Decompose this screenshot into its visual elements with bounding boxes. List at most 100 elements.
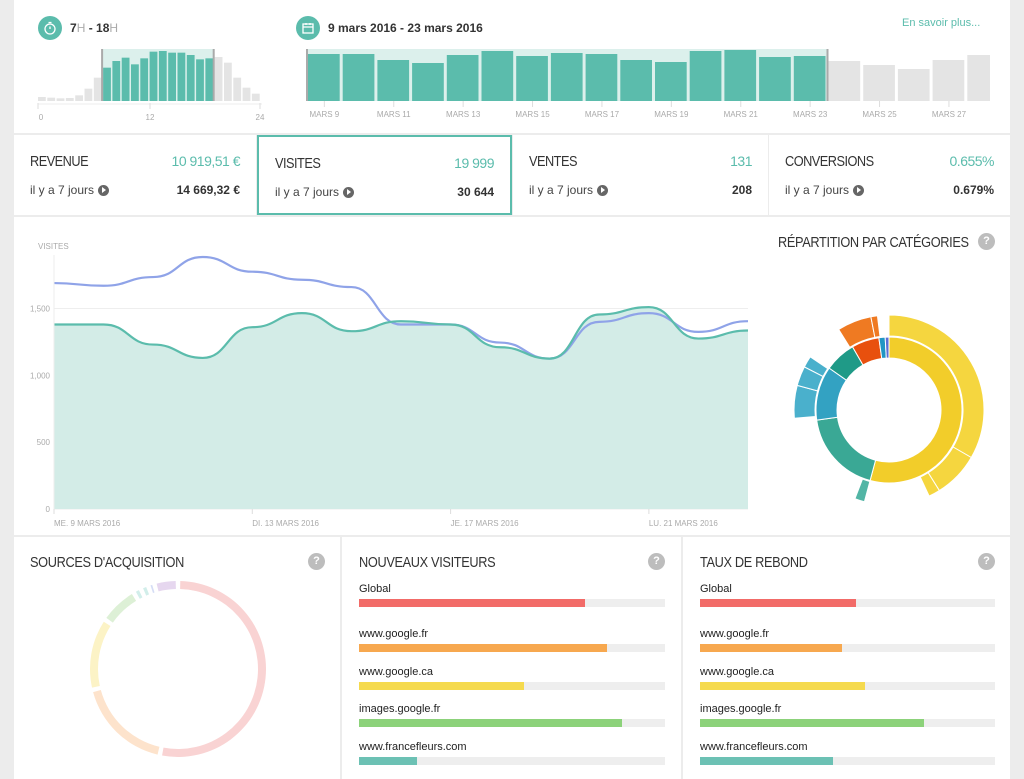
x-tick: JE. 17 MARS 2016 bbox=[451, 519, 520, 528]
source-bar-row[interactable]: www.google.ca bbox=[700, 666, 995, 690]
current-period-line[interactable] bbox=[54, 306, 749, 360]
bar-fill bbox=[359, 756, 418, 765]
kpi-card-ventes[interactable]: VENTES 131 il y a 7 jours 208 bbox=[513, 135, 768, 215]
day-bar bbox=[308, 54, 340, 101]
kpi-compare-link[interactable]: il y a 7 jours bbox=[529, 183, 609, 197]
kpi-card-visites[interactable]: VISITES 19 999 il y a 7 jours 30 644 bbox=[257, 135, 512, 215]
source-label: www.google.fr bbox=[700, 628, 770, 640]
day-bar bbox=[342, 54, 375, 101]
day-histogram[interactable]: MARS 9 MARS 11 MARS 13 MARS 15 MARS 17 MARS 1… bbox=[290, 45, 990, 125]
help-icon[interactable]: ? bbox=[648, 553, 665, 570]
bounce-rate-panel: TAUX DE REBOND ? Global www.google.fr www.… bbox=[683, 537, 1010, 779]
source-segment[interactable] bbox=[156, 581, 176, 592]
sunburst-inner-segment[interactable] bbox=[869, 336, 963, 484]
help-icon[interactable]: ? bbox=[978, 233, 995, 250]
day-tick: MARS 21 bbox=[724, 110, 759, 119]
day-bar bbox=[828, 61, 861, 101]
source-label: www.francefleurs.com bbox=[359, 740, 467, 753]
source-segment[interactable] bbox=[90, 621, 111, 688]
source-bar-row[interactable]: www.google.ca bbox=[359, 666, 665, 690]
play-icon bbox=[853, 184, 865, 196]
x-tick: LU. 21 MARS 2016 bbox=[649, 519, 718, 528]
bar-track bbox=[359, 599, 665, 607]
sunburst-outer-segment[interactable] bbox=[854, 478, 871, 503]
bar-track bbox=[359, 756, 665, 765]
kpi-card-revenue[interactable]: REVENUE 10 919,51 € il y a 7 jours 14 66… bbox=[14, 135, 256, 215]
day-bar bbox=[655, 62, 687, 101]
sunburst-inner-segment[interactable] bbox=[884, 336, 890, 359]
day-tick: MARS 15 bbox=[515, 110, 550, 119]
source-segment[interactable] bbox=[106, 594, 137, 623]
source-bar-row[interactable]: Global bbox=[700, 583, 995, 607]
source-segment[interactable] bbox=[150, 584, 155, 594]
play-icon bbox=[597, 184, 609, 196]
source-bar-row[interactable]: www.google.fr bbox=[700, 628, 995, 652]
kpi-card-conversions[interactable]: CONVERSIONS 0.655% il y a 7 jours 0.679% bbox=[769, 135, 1010, 215]
range-handle[interactable] bbox=[101, 49, 104, 101]
bar-track bbox=[700, 719, 995, 727]
bar-track bbox=[359, 719, 665, 727]
kpi-value: 19 999 bbox=[454, 155, 494, 171]
kpi-compare-link[interactable]: il y a 7 jours bbox=[30, 183, 110, 197]
visits-line-chart[interactable]: VISITES 0 500 1,000 1,500 ME. 9 MARS 2016 DI. … bbox=[20, 235, 760, 535]
source-bar-row[interactable]: Global bbox=[359, 583, 665, 607]
source-bar-row[interactable]: images.google.fr bbox=[359, 703, 665, 727]
hour-bar bbox=[158, 51, 167, 101]
bar-fill bbox=[359, 719, 623, 727]
source-segment[interactable] bbox=[143, 586, 150, 596]
hour-histogram[interactable]: 0 12 24 bbox=[34, 45, 269, 125]
day-tick: MARS 11 bbox=[377, 110, 411, 119]
day-bar bbox=[620, 60, 652, 101]
bar-track bbox=[700, 681, 995, 690]
bar-track bbox=[359, 644, 665, 652]
help-icon[interactable]: ? bbox=[308, 553, 325, 570]
source-bar-row[interactable]: www.google.fr bbox=[359, 628, 665, 652]
hour-bar bbox=[103, 67, 111, 101]
source-label: www.francefleurs.com bbox=[700, 740, 808, 753]
day-bar bbox=[793, 56, 826, 101]
range-handle[interactable] bbox=[306, 49, 308, 101]
source-bar-row[interactable]: www.francefleurs.com bbox=[700, 741, 995, 765]
source-segment[interactable] bbox=[93, 690, 160, 755]
previous-period-line[interactable] bbox=[53, 255, 749, 360]
sunburst-outer-segment[interactable] bbox=[919, 472, 941, 497]
new-visitors-title: NOUVEAUX VISITEURS bbox=[359, 554, 496, 571]
bar-fill bbox=[700, 719, 925, 727]
range-handle[interactable] bbox=[826, 49, 829, 101]
kpi-compare-link[interactable]: il y a 7 jours bbox=[785, 183, 865, 197]
hour-tick: 12 bbox=[146, 113, 155, 122]
sunburst-outer-segment[interactable] bbox=[803, 356, 829, 378]
day-bar bbox=[724, 50, 757, 101]
help-icon[interactable]: ? bbox=[978, 553, 995, 570]
bar-fill bbox=[700, 599, 857, 607]
sources-panel: SOURCES D'ACQUISITION ? bbox=[14, 537, 340, 779]
sunburst-outer-segment[interactable] bbox=[870, 315, 881, 338]
kpi-compare-link[interactable]: il y a 7 jours bbox=[275, 185, 355, 199]
hour-bar bbox=[84, 88, 93, 101]
kpi-previous-value: 0.679% bbox=[953, 183, 994, 197]
sunburst-inner-segment[interactable] bbox=[816, 416, 877, 482]
learn-more-link[interactable]: En savoir plus... bbox=[902, 17, 981, 29]
source-segment[interactable] bbox=[162, 581, 266, 757]
bar-track bbox=[700, 644, 995, 652]
categories-sunburst[interactable] bbox=[780, 310, 1000, 520]
day-bar bbox=[412, 63, 444, 101]
y-tick: 1,000 bbox=[30, 371, 51, 380]
hour-bar bbox=[56, 98, 65, 101]
source-segment[interactable] bbox=[135, 590, 143, 599]
day-bar bbox=[897, 69, 930, 101]
kpi-value: 0.655% bbox=[949, 153, 995, 169]
range-handle[interactable] bbox=[212, 49, 215, 101]
sources-donut[interactable] bbox=[88, 579, 268, 759]
hour-bar bbox=[131, 64, 139, 101]
source-bar-row[interactable]: images.google.fr bbox=[700, 703, 995, 727]
kpi-title: CONVERSIONS bbox=[785, 153, 874, 170]
selected-range[interactable] bbox=[102, 49, 214, 101]
source-bar-row[interactable]: www.francefleurs.com bbox=[359, 741, 665, 765]
hour-bar bbox=[233, 77, 242, 101]
source-label: images.google.fr bbox=[700, 703, 782, 715]
day-bar bbox=[585, 54, 618, 101]
kpi-compare-label: il y a 7 jours bbox=[30, 183, 95, 197]
kpi-title: VENTES bbox=[529, 153, 577, 170]
kpi-title: VISITES bbox=[275, 155, 321, 172]
